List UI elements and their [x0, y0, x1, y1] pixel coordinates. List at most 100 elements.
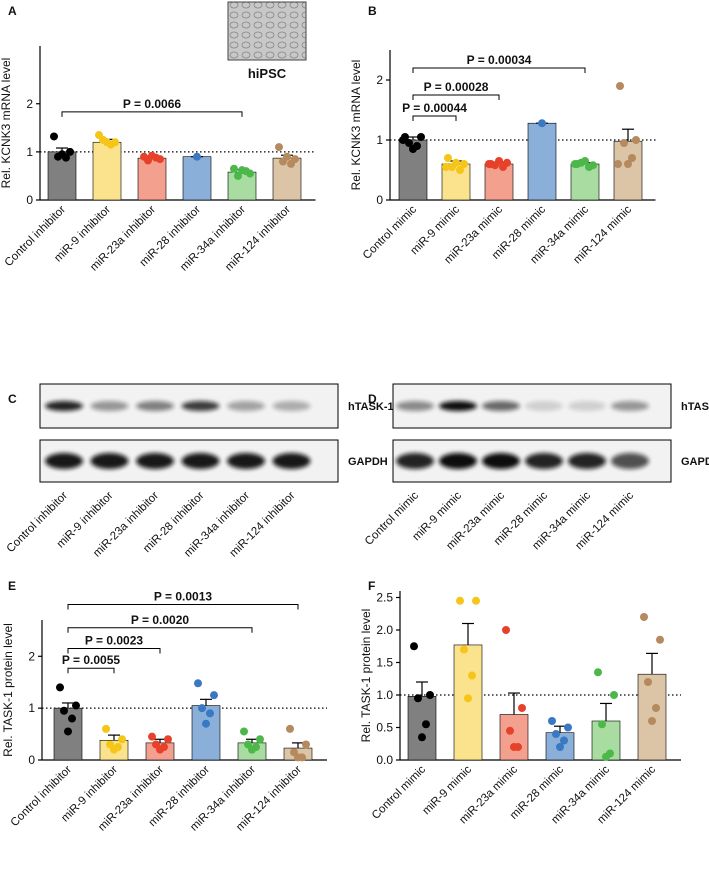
data-point [552, 730, 560, 738]
data-point [610, 691, 618, 699]
significance-bracket [67, 667, 115, 674]
data-point [571, 160, 579, 168]
data-point [240, 727, 248, 736]
data-point [602, 752, 610, 761]
data-point [294, 753, 302, 762]
data-point [460, 160, 468, 168]
blot-band [482, 453, 520, 469]
bar [407, 695, 437, 761]
blot-band [525, 453, 563, 469]
data-point [538, 119, 546, 128]
data-point [632, 136, 640, 144]
data-point [198, 704, 206, 713]
blot-band [90, 453, 129, 469]
y-axis-label: Rel. KCNK3 mRNA level [349, 60, 363, 191]
data-point [518, 704, 526, 712]
data-point [110, 745, 118, 754]
data-point [256, 735, 264, 744]
data-point [58, 150, 66, 159]
y-tick-label: 2 [26, 97, 33, 111]
bar [453, 644, 483, 761]
data-point [556, 743, 564, 751]
p-value: P = 0.0055 [62, 653, 120, 667]
data-point [302, 740, 310, 749]
significance-bracket [412, 115, 457, 121]
y-axis-label: Rel. TASK-1 protein level [359, 609, 373, 743]
y-tick-label: 1 [28, 701, 35, 715]
significance-bracket [412, 67, 586, 73]
data-point [614, 160, 622, 168]
data-point [409, 145, 417, 153]
data-point [148, 732, 156, 741]
blot-band [611, 453, 649, 469]
bar [499, 714, 529, 761]
bar [484, 163, 514, 201]
data-point [464, 694, 472, 703]
data-point [156, 745, 164, 754]
blot-band [611, 401, 649, 411]
data-point [460, 645, 468, 654]
lane-label: Control mimic [363, 489, 421, 547]
data-point [60, 706, 68, 715]
band-label: hTASK-1 [681, 401, 709, 413]
p-value: P = 0.0020 [131, 613, 189, 627]
blot-band [439, 453, 477, 469]
data-point [418, 733, 426, 742]
significance-bracket [412, 94, 500, 100]
data-point [585, 163, 593, 171]
y-tick-label: 2 [376, 73, 383, 87]
data-point [248, 745, 256, 754]
data-point [444, 154, 452, 162]
bar [47, 151, 77, 201]
significance-bracket [67, 627, 253, 633]
data-point [644, 678, 652, 686]
blot-band [227, 453, 265, 469]
data-point [164, 735, 172, 744]
blot-band [227, 401, 265, 411]
bar [527, 122, 557, 201]
band-label: hTASK-1 [348, 401, 394, 413]
blot-band [136, 453, 174, 469]
p-value: P = 0.00044 [402, 101, 467, 115]
panel-letter: B [368, 4, 377, 18]
data-point [598, 720, 606, 729]
data-point [50, 132, 58, 141]
data-point [624, 160, 632, 168]
data-point [234, 171, 242, 180]
y-tick-label: 0 [28, 753, 35, 767]
p-value: P = 0.0066 [123, 97, 181, 111]
data-point [410, 642, 418, 651]
data-point [286, 724, 294, 733]
data-point [72, 701, 80, 710]
data-point [510, 743, 518, 751]
blot-band [181, 401, 220, 411]
data-point [283, 152, 291, 161]
blot-band [568, 401, 606, 411]
data-point [640, 613, 648, 621]
blot-band [568, 453, 606, 469]
significance-bracket [67, 603, 299, 610]
x-tick-label: Control mimic [361, 203, 419, 261]
data-point [456, 166, 464, 174]
data-point [581, 157, 589, 165]
data-point [230, 164, 238, 173]
data-point [560, 736, 568, 745]
bar [137, 157, 167, 201]
p-value: P = 0.0013 [154, 589, 212, 603]
y-tick-label: 0.0 [376, 753, 393, 767]
data-point [564, 723, 572, 732]
y-tick-label: 1 [26, 145, 33, 159]
y-tick-label: 0.5 [376, 721, 393, 735]
data-point [456, 596, 464, 605]
data-point [118, 735, 126, 744]
blot-band [396, 453, 434, 469]
hipsc-image [227, 1, 307, 61]
data-point [64, 727, 72, 736]
data-point [656, 635, 664, 644]
data-point [68, 714, 76, 723]
data-point [594, 668, 602, 677]
blot-band [181, 453, 220, 469]
data-point [495, 157, 503, 165]
data-point [194, 679, 202, 688]
